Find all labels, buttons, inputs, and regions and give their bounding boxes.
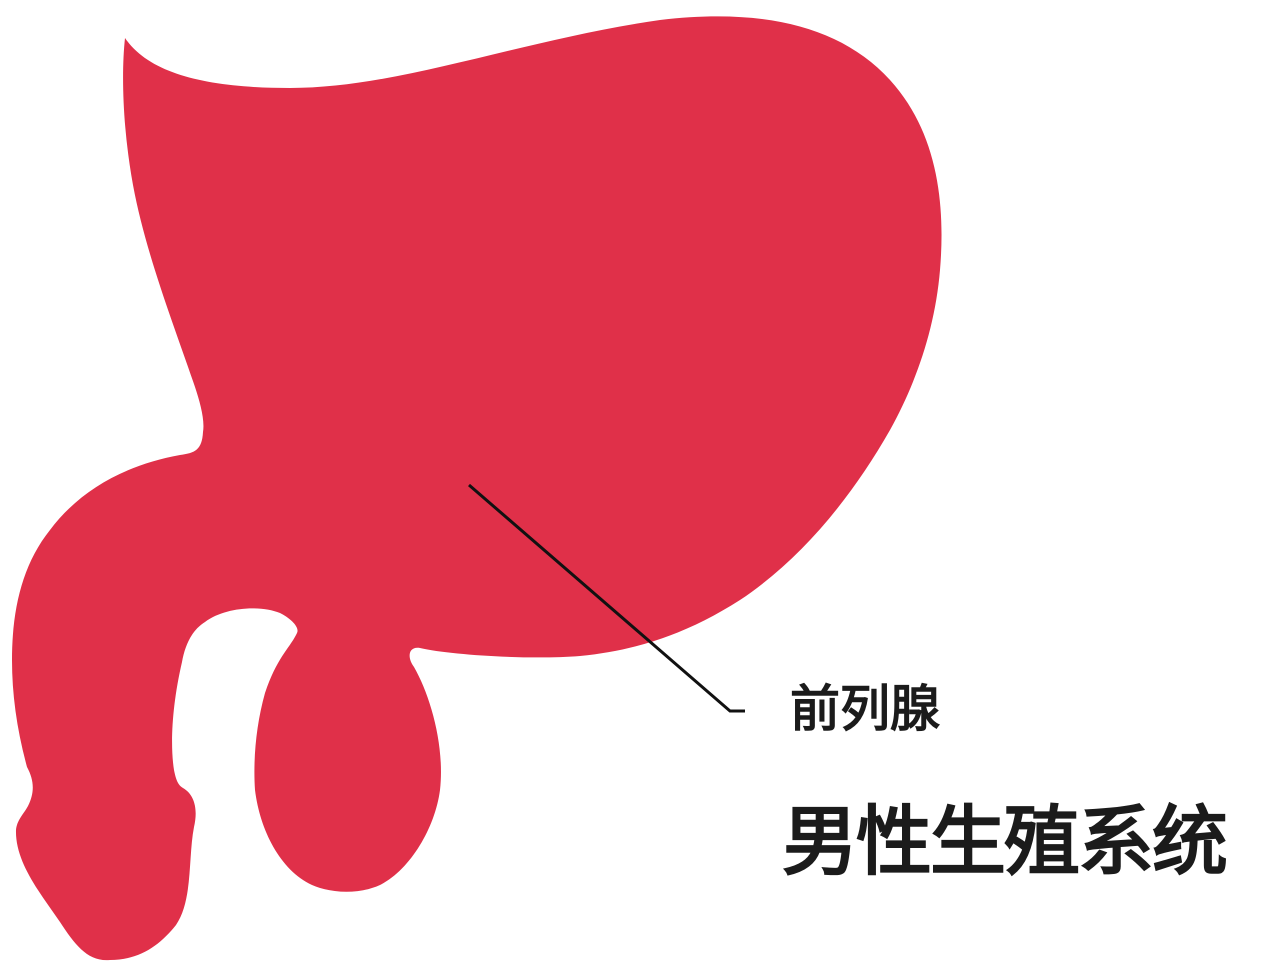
prostate-label: 前列腺 (790, 680, 940, 738)
diagram-title: 男性生殖系统 (782, 797, 1228, 886)
prostate-organ-shape (12, 16, 942, 961)
leader-line (468, 483, 745, 713)
